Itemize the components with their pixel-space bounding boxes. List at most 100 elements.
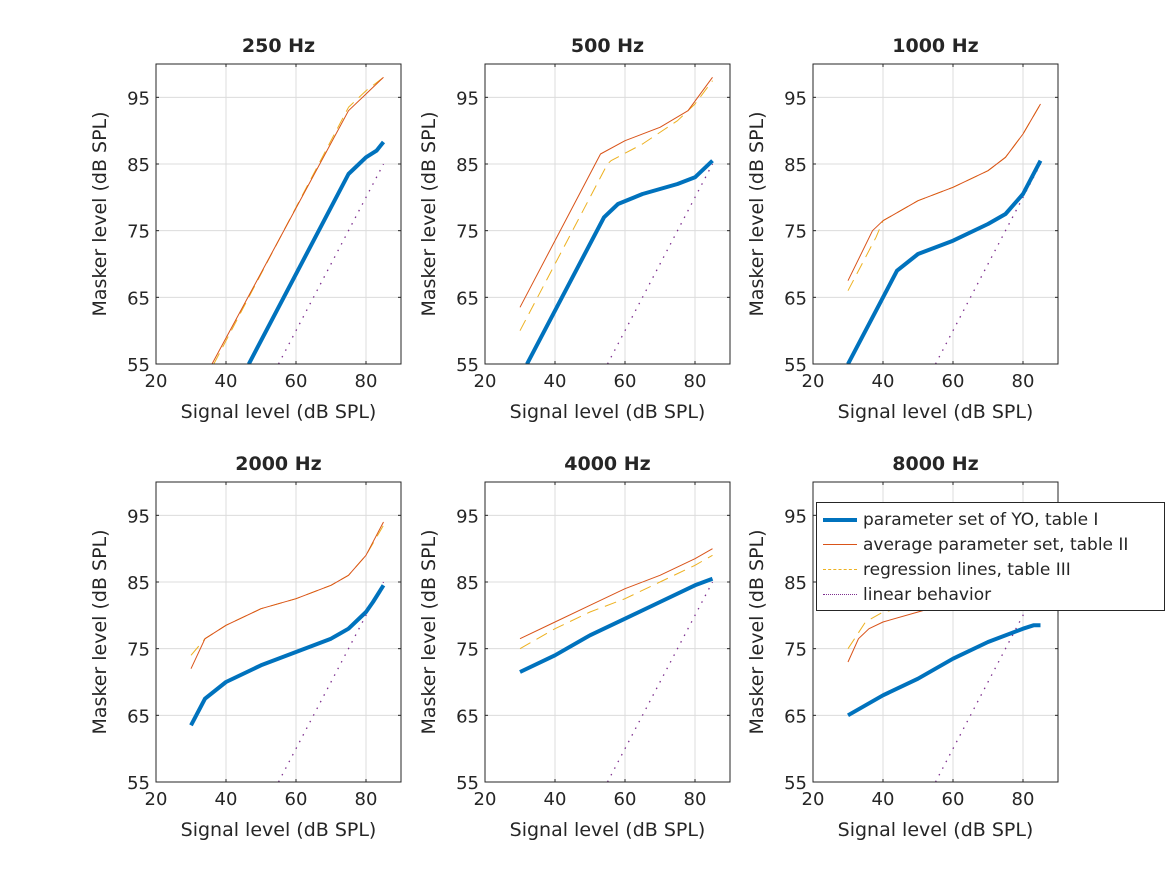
x-axis-label: Signal level (dB SPL) bbox=[838, 819, 1034, 841]
plot-area bbox=[156, 64, 401, 364]
x-tick-label: 20 bbox=[802, 789, 825, 810]
y-tick-label: 95 bbox=[127, 88, 150, 109]
series-group bbox=[519, 548, 714, 782]
series-linear bbox=[606, 163, 714, 364]
axes-box bbox=[484, 63, 731, 365]
axes-box bbox=[484, 481, 731, 783]
series-yo bbox=[847, 623, 1041, 718]
series-linear bbox=[606, 581, 714, 782]
x-tick-label: 40 bbox=[544, 371, 567, 392]
subplot: 20 40 60 80 55 65 75 85 95 4000 Hz Signal level (d… bbox=[418, 453, 731, 841]
x-tick-label: 60 bbox=[285, 789, 308, 810]
x-axis-label: Signal level (dB SPL) bbox=[510, 401, 706, 423]
x-tick-label: 60 bbox=[285, 371, 308, 392]
y-tick-label: 85 bbox=[784, 155, 807, 176]
series-yo bbox=[519, 576, 714, 674]
legend-swatch-average bbox=[823, 544, 857, 545]
x-tick-label: 40 bbox=[215, 789, 238, 810]
y-axis-label: Masker level (dB SPL) bbox=[89, 111, 111, 316]
legend-entry: parameter set of YO, table I bbox=[817, 507, 1164, 532]
legend-entry: linear behavior bbox=[817, 582, 1164, 607]
y-tick-label: 85 bbox=[784, 573, 807, 594]
y-tick-label: 55 bbox=[456, 355, 479, 376]
subplot: 20 40 60 80 55 65 75 85 95 2000 Hz Signal level (d… bbox=[89, 453, 402, 841]
x-tick-label: 20 bbox=[802, 371, 825, 392]
subplot: 20 40 60 80 55 65 75 85 95 8000 Hz Signal level (d… bbox=[746, 453, 1059, 841]
plot-area bbox=[156, 482, 401, 782]
series-average bbox=[519, 77, 713, 308]
y-tick-label: 65 bbox=[456, 706, 479, 727]
series-average bbox=[190, 521, 384, 669]
series-average bbox=[211, 76, 384, 364]
subplot: 20 40 60 80 55 65 75 85 95 500 Hz Signal level (dB… bbox=[418, 35, 731, 423]
axes-box bbox=[155, 481, 402, 783]
y-axis-label: Masker level (dB SPL) bbox=[746, 529, 768, 734]
y-tick-label: 65 bbox=[784, 706, 807, 727]
series-regression bbox=[519, 554, 713, 650]
x-tick-label: 40 bbox=[872, 371, 895, 392]
axes-box bbox=[155, 63, 402, 365]
y-axis-label: Masker level (dB SPL) bbox=[418, 111, 440, 316]
plot-area bbox=[485, 482, 730, 782]
series-group bbox=[846, 103, 1043, 364]
y-tick-label: 65 bbox=[127, 706, 150, 727]
y-tick-label: 85 bbox=[127, 155, 150, 176]
legend-entry: average parameter set, table II bbox=[817, 532, 1164, 557]
y-tick-label: 55 bbox=[784, 773, 807, 794]
y-tick-label: 75 bbox=[784, 222, 807, 243]
x-tick-label: 80 bbox=[684, 371, 707, 392]
series-group bbox=[211, 76, 386, 364]
x-axis-label: Signal level (dB SPL) bbox=[181, 401, 377, 423]
subplot: 20 40 60 80 55 65 75 85 95 1000 Hz Signal level (d… bbox=[746, 35, 1059, 423]
x-tick-label: 80 bbox=[1012, 371, 1035, 392]
series-regression bbox=[519, 80, 713, 331]
legend-swatch-yo bbox=[823, 517, 857, 522]
y-tick-label: 95 bbox=[784, 88, 807, 109]
subplot-title: 1000 Hz bbox=[892, 35, 978, 57]
series-yo bbox=[189, 584, 386, 727]
y-axis-label: Masker level (dB SPL) bbox=[746, 111, 768, 316]
y-axis-label: Masker level (dB SPL) bbox=[89, 529, 111, 734]
y-tick-label: 65 bbox=[456, 288, 479, 309]
x-axis-label: Signal level (dB SPL) bbox=[181, 819, 377, 841]
series-linear bbox=[934, 581, 1042, 782]
plot-area bbox=[813, 64, 1058, 364]
x-tick-label: 20 bbox=[474, 789, 497, 810]
y-tick-label: 55 bbox=[127, 773, 150, 794]
legend-label: average parameter set, table II bbox=[863, 534, 1129, 555]
x-tick-label: 20 bbox=[145, 789, 168, 810]
y-tick-label: 65 bbox=[784, 288, 807, 309]
subplot-title: 2000 Hz bbox=[235, 453, 321, 475]
x-axis-label: Signal level (dB SPL) bbox=[510, 819, 706, 841]
legend-label: parameter set of YO, table I bbox=[863, 509, 1099, 530]
x-tick-label: 40 bbox=[215, 371, 238, 392]
subplot-title: 4000 Hz bbox=[564, 453, 650, 475]
legend-swatch-regression bbox=[823, 569, 857, 570]
x-tick-label: 60 bbox=[614, 371, 637, 392]
legend-swatch-linear bbox=[823, 594, 857, 595]
series-linear bbox=[277, 581, 385, 782]
x-axis-label: Signal level (dB SPL) bbox=[838, 401, 1034, 423]
series-group bbox=[189, 521, 386, 782]
x-tick-label: 80 bbox=[355, 371, 378, 392]
y-tick-label: 85 bbox=[127, 573, 150, 594]
y-tick-label: 95 bbox=[784, 506, 807, 527]
series-group bbox=[519, 77, 714, 364]
axes-box bbox=[812, 63, 1059, 365]
legend-label: regression lines, table III bbox=[863, 559, 1071, 580]
y-tick-label: 75 bbox=[127, 222, 150, 243]
legend-label: linear behavior bbox=[863, 584, 992, 605]
x-tick-label: 20 bbox=[145, 371, 168, 392]
y-tick-label: 75 bbox=[784, 640, 807, 661]
y-tick-label: 85 bbox=[456, 155, 479, 176]
series-yo bbox=[247, 140, 386, 364]
y-tick-label: 75 bbox=[127, 640, 150, 661]
y-tick-label: 95 bbox=[127, 506, 150, 527]
x-tick-label: 80 bbox=[355, 789, 378, 810]
x-tick-label: 80 bbox=[684, 789, 707, 810]
subplot-title: 250 Hz bbox=[242, 35, 315, 57]
series-linear bbox=[934, 163, 1042, 364]
x-tick-label: 40 bbox=[872, 789, 895, 810]
